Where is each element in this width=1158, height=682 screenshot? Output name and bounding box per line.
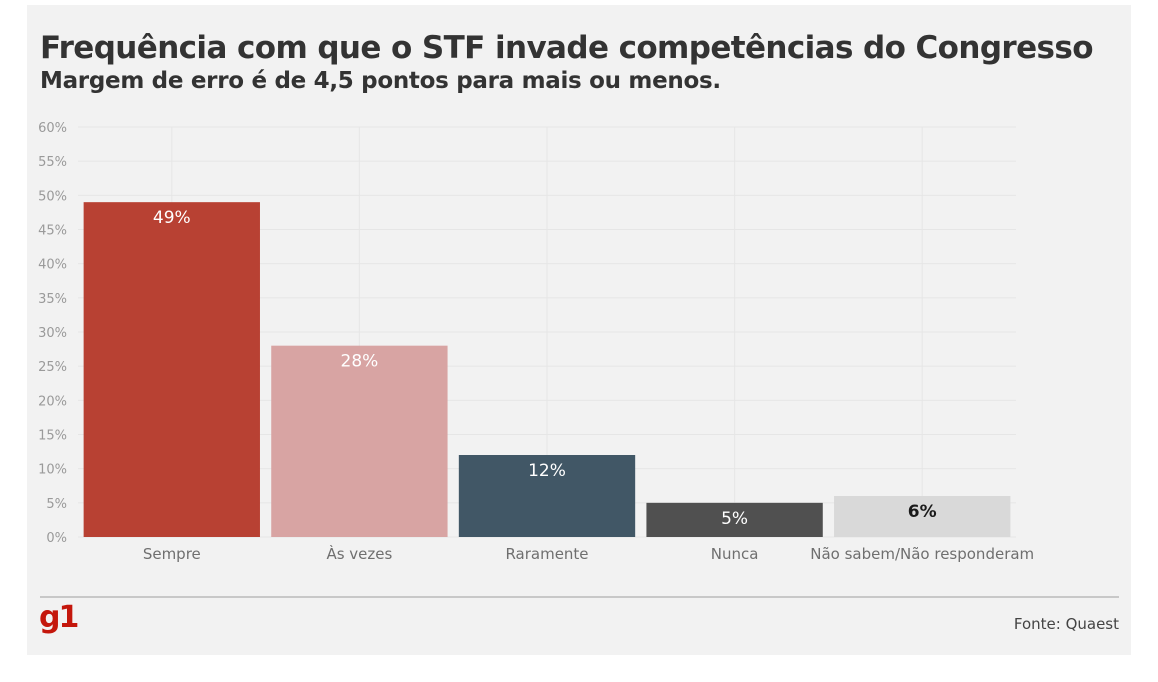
x-category-label: Nunca <box>711 545 759 563</box>
bar-value-label: 49% <box>153 208 191 228</box>
chart-title: Frequência com que o STF invade competên… <box>40 30 1094 66</box>
y-tick-label: 5% <box>46 497 67 512</box>
x-category-label: Raramente <box>505 545 588 563</box>
bar <box>834 496 1011 537</box>
x-category-label: Sempre <box>143 545 201 563</box>
y-tick-label: 45% <box>38 224 67 239</box>
bar-value-label: 6% <box>908 502 937 522</box>
y-tick-label: 30% <box>38 326 67 341</box>
y-tick-label: 15% <box>38 429 67 444</box>
y-tick-label: 50% <box>38 189 67 204</box>
source-note: Fonte: Quaest <box>1013 615 1119 633</box>
bar <box>83 202 260 537</box>
bar <box>646 502 823 537</box>
y-tick-label: 35% <box>38 292 67 307</box>
g1-logo: g1 <box>39 600 79 635</box>
y-tick-label: 55% <box>38 155 67 170</box>
y-tick-label: 60% <box>38 121 67 136</box>
y-tick-label: 0% <box>46 531 67 546</box>
bar <box>458 455 636 537</box>
chart-subtitle: Margem de erro é de 4,5 pontos para mais… <box>40 68 721 94</box>
y-tick-label: 40% <box>38 258 67 273</box>
bar <box>271 345 448 537</box>
bar-value-label: 28% <box>341 352 379 372</box>
footer-divider <box>40 596 1119 598</box>
x-category-label: Às vezes <box>326 544 392 563</box>
y-tick-label: 20% <box>38 394 67 409</box>
x-category-label: Não sabem/Não responderam <box>810 545 1034 563</box>
y-tick-label: 10% <box>38 463 67 478</box>
bar-value-label: 5% <box>721 509 748 529</box>
bar-value-label: 12% <box>528 461 566 481</box>
y-tick-label: 25% <box>38 360 67 375</box>
